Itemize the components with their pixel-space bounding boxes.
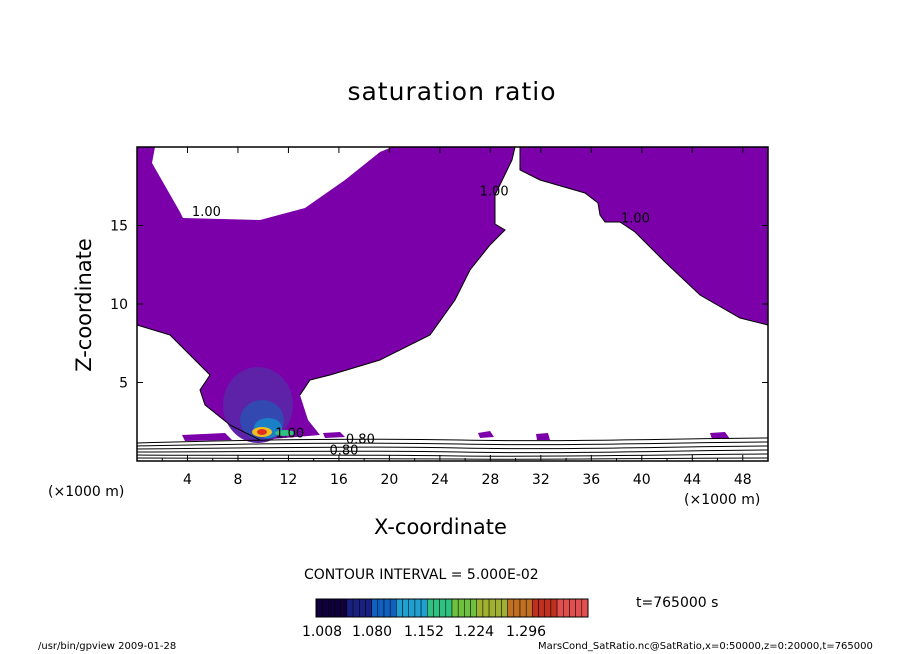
colorbar-cell (451, 598, 459, 618)
x-tick-label: 48 (734, 472, 752, 488)
colorbar-cell (525, 598, 533, 618)
colorbar-cell (501, 598, 508, 618)
y-axis-label: Z-coordinate (72, 238, 96, 372)
colorbar-cell (482, 598, 490, 618)
x-tick-label: 44 (683, 472, 701, 488)
contour-interval: CONTOUR INTERVAL = 5.000E-02 (304, 567, 539, 583)
colorbar-cell (563, 598, 570, 618)
x-tick-label: 36 (582, 472, 600, 488)
colorbar-cell (519, 598, 527, 618)
chart-title: saturation ratio (347, 77, 557, 106)
colorbar-cell (346, 598, 354, 618)
x-tick-label: 40 (633, 472, 651, 488)
colorbar-cell (445, 598, 453, 618)
contour-labels: 1.00 1.00 1.00 1.00 0.800.80 (192, 185, 650, 459)
colorbar-cell (408, 598, 416, 618)
contour-label: 1.00 (480, 185, 509, 200)
z-tick-label: 10 (110, 297, 128, 313)
x-tick-label: 20 (380, 472, 398, 488)
contour-label: 1.00 (621, 211, 650, 226)
colorbar-cell (513, 598, 521, 618)
colorbar-tick-label: 1.008 (302, 624, 342, 640)
colorbar-cell (352, 598, 360, 618)
footer-right: MarsCond_SatRatio.nc@SatRatio,x=0:50000,… (538, 641, 873, 652)
colorbar-cell (476, 598, 484, 618)
colorbar-tick-label: 1.296 (506, 624, 546, 640)
colorbar-cell (396, 598, 403, 618)
colorbar-cell (402, 598, 409, 618)
contour-label: 0.80 (346, 433, 375, 448)
colorbar-cell (315, 598, 323, 618)
colorbar-cell (488, 598, 496, 618)
colorbar-cell (340, 598, 348, 618)
colorbar-cell (427, 598, 434, 618)
x-tick-label: 8 (233, 472, 242, 488)
contour-label: 0.80 (329, 444, 358, 459)
colorbar-tick-label: 1.080 (352, 624, 392, 640)
colorbar-cell (414, 598, 422, 618)
z-ticks: 5 10 15 (110, 219, 768, 392)
colorbar-tick-label: 1.152 (404, 624, 444, 640)
colorbar-cell (538, 598, 545, 618)
colorbar-tick-label: 1.224 (454, 624, 494, 640)
colorbar-cell (371, 598, 379, 618)
colorbar-cell (420, 598, 428, 618)
colorbar-cell (569, 598, 576, 618)
footer-left: /usr/bin/gpview 2009-01-28 (38, 641, 177, 652)
x-axis-label: X-coordinate (374, 515, 507, 539)
x-tick-label: 32 (532, 472, 550, 488)
time-label: t=765000 s (636, 595, 719, 611)
colorbar-cell (359, 598, 366, 618)
colorbar-cell (328, 598, 335, 618)
colorbar-cell (321, 598, 329, 618)
x-unit-left: (×1000 m) (48, 484, 125, 500)
x-tick-label: 28 (481, 472, 499, 488)
colorbar-cell (365, 598, 372, 618)
colorbar-cell (550, 598, 558, 618)
z-tick-label: 5 (119, 376, 128, 392)
saturation-core (223, 367, 295, 443)
colorbar-cell (464, 598, 471, 618)
colorbar-cell (334, 598, 341, 618)
x-ticks: 4 8 12 16 20 24 28 32 36 40 44 48 (161, 147, 752, 488)
x-unit-right: (×1000 m) (684, 492, 761, 508)
colorbar-cell (433, 598, 440, 618)
colorbar-cell (457, 598, 465, 618)
colorbar-cell (507, 598, 515, 618)
colorbar-cell (495, 598, 502, 618)
colorbar-cell (544, 598, 552, 618)
x-tick-label: 24 (431, 472, 449, 488)
colorbar-cell (377, 598, 385, 618)
colorbar-cell (389, 598, 397, 618)
contour-label: 1.00 (275, 426, 304, 441)
x-tick-label: 12 (280, 472, 298, 488)
x-tick-label: 4 (183, 472, 192, 488)
contour-label: 1.00 (192, 205, 221, 220)
colorbar-cell (383, 598, 391, 618)
colorbar-cell (575, 598, 583, 618)
z-tick-label: 15 (110, 219, 128, 235)
supersaturated-regions (137, 147, 768, 441)
colorbar-cell (581, 598, 589, 618)
contour-lines (136, 146, 769, 460)
colorbar-cell (532, 598, 539, 618)
x-tick-label: 16 (330, 472, 348, 488)
colorbar-cell (470, 598, 477, 618)
colorbar-frame (315, 598, 589, 618)
colorbar-cell (439, 598, 447, 618)
colorbar: 1.008 1.080 1.152 1.224 1.296 (302, 598, 589, 640)
colorbar-cell (556, 598, 564, 618)
